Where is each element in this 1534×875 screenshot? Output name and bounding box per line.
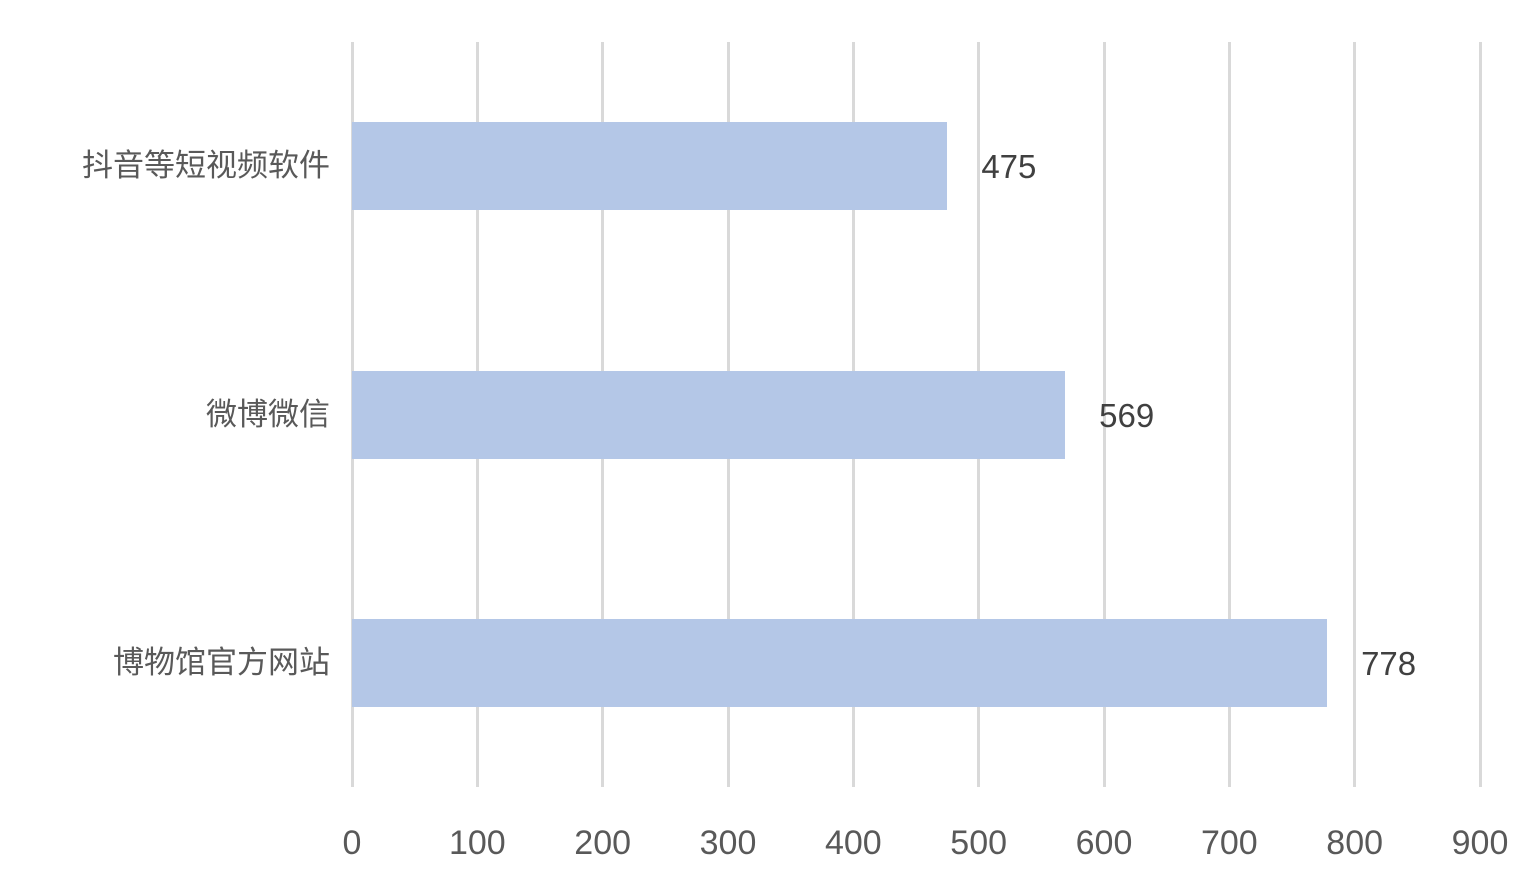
x-tick-label: 200 [574, 824, 632, 862]
value-label-2: 778 [1361, 644, 1417, 682]
gridline-x-600 [1102, 42, 1106, 787]
x-tick-label: 700 [1200, 824, 1258, 862]
x-tick-label: 300 [699, 824, 757, 862]
value-label-1: 569 [1099, 396, 1155, 434]
x-tick-label: 100 [448, 824, 506, 862]
value-label-0: 475 [981, 148, 1037, 186]
gridline-x-700 [1227, 42, 1231, 787]
x-tick-label: 600 [1075, 824, 1133, 862]
x-tick-label: 800 [1326, 824, 1384, 862]
x-tick-label: 900 [1451, 824, 1509, 862]
gridline-x-800 [1353, 42, 1357, 787]
category-label-0: 抖音等短视频软件 [82, 148, 330, 184]
bar-2 [352, 618, 1328, 707]
x-tick-label: 400 [824, 824, 882, 862]
x-tick-label: 500 [950, 824, 1008, 862]
bar-1 [352, 370, 1066, 459]
bar-0 [352, 122, 948, 211]
category-label-2: 博物馆官方网站 [113, 644, 330, 680]
x-tick-label: 0 [342, 824, 362, 862]
category-label-1: 微博微信 [206, 396, 330, 432]
gridline-x-900 [1478, 42, 1482, 787]
